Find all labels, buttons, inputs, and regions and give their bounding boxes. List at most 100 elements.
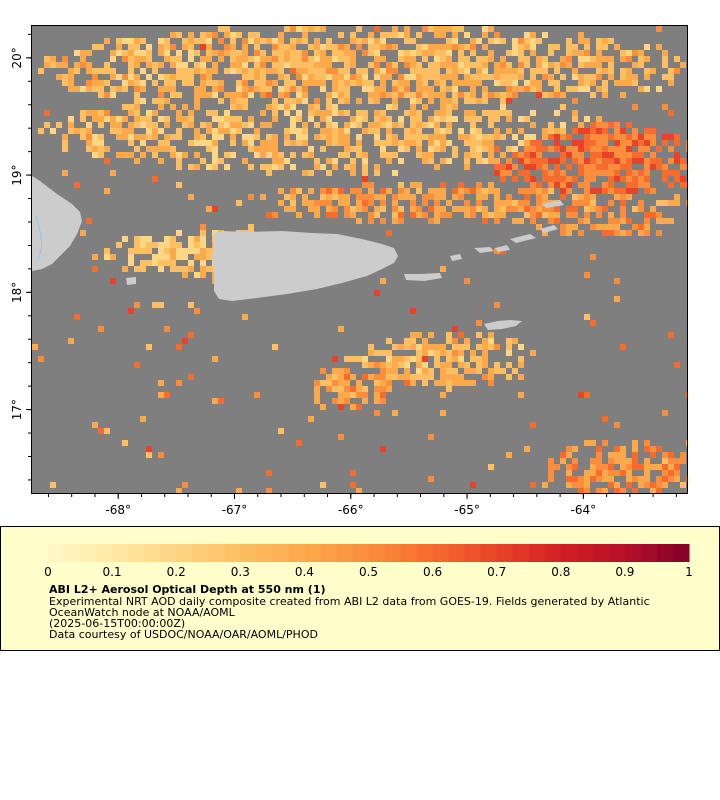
aod-pixel	[638, 50, 644, 56]
aod-pixel	[620, 470, 626, 476]
aod-pixel	[626, 218, 632, 224]
aod-pixel	[536, 164, 542, 170]
aod-pixel	[530, 152, 536, 158]
aod-pixel	[650, 206, 656, 212]
aod-pixel	[314, 398, 320, 404]
aod-pixel	[362, 68, 368, 74]
colorbar-cell	[64, 544, 81, 562]
aod-pixel	[272, 98, 278, 104]
aod-pixel	[98, 146, 104, 152]
aod-pixel	[92, 140, 98, 146]
aod-pixel	[596, 164, 602, 170]
aod-pixel	[470, 134, 476, 140]
aod-pixel	[572, 464, 578, 470]
aod-pixel	[218, 116, 224, 122]
aod-pixel	[80, 86, 86, 92]
aod-pixel	[602, 206, 608, 212]
aod-pixel	[506, 146, 512, 152]
aod-pixel	[416, 182, 422, 188]
aod-pixel	[386, 188, 392, 194]
aod-pixel	[596, 464, 602, 470]
aod-pixel	[146, 242, 152, 248]
aod-pixel	[620, 218, 626, 224]
aod-pixel	[614, 422, 620, 428]
aod-pixel	[290, 128, 296, 134]
aod-pixel	[374, 164, 380, 170]
aod-pixel	[674, 476, 680, 482]
aod-pixel	[470, 152, 476, 158]
aod-pixel	[608, 62, 614, 68]
aod-pixel	[128, 134, 134, 140]
aod-pixel	[584, 206, 590, 212]
aod-pixel	[188, 122, 194, 128]
aod-pixel	[398, 194, 404, 200]
aod-pixel	[182, 116, 188, 122]
aod-pixel	[356, 488, 362, 493]
aod-pixel	[260, 92, 266, 98]
aod-pixel	[530, 164, 536, 170]
aod-pixel	[62, 74, 68, 80]
aod-pixel	[338, 386, 344, 392]
aod-pixel	[410, 212, 416, 218]
aod-pixel	[374, 290, 380, 296]
aod-pixel	[482, 212, 488, 218]
aod-pixel	[146, 50, 152, 56]
aod-pixel	[158, 260, 164, 266]
aod-pixel	[146, 134, 152, 140]
aod-pixel	[266, 68, 272, 74]
aod-pixel	[302, 170, 308, 176]
aod-pixel	[542, 62, 548, 68]
aod-pixel	[272, 140, 278, 146]
aod-pixel	[404, 26, 410, 32]
aod-pixel	[338, 32, 344, 38]
aod-pixel	[110, 74, 116, 80]
aod-pixel	[356, 98, 362, 104]
aod-pixel	[272, 158, 278, 164]
aod-pixel	[476, 74, 482, 80]
aod-pixel	[548, 218, 554, 224]
aod-pixel	[464, 110, 470, 116]
colorbar-cell	[304, 544, 321, 562]
aod-pixel	[290, 188, 296, 194]
aod-pixel	[656, 482, 662, 488]
aod-pixel	[482, 146, 488, 152]
aod-pixel	[482, 56, 488, 62]
aod-pixel	[86, 62, 92, 68]
aod-pixel	[374, 350, 380, 356]
aod-pixel	[284, 128, 290, 134]
aod-pixel	[92, 422, 98, 428]
aod-pixel	[308, 188, 314, 194]
aod-pixel	[332, 140, 338, 146]
colorbar-cell	[544, 544, 562, 562]
aod-pixel	[200, 92, 206, 98]
aod-pixel	[434, 62, 440, 68]
aod-pixel	[494, 134, 500, 140]
aod-pixel	[146, 56, 152, 62]
aod-pixel	[344, 44, 350, 50]
aod-pixel	[542, 170, 548, 176]
aod-pixel	[560, 458, 566, 464]
aod-pixel	[584, 56, 590, 62]
aod-pixel	[458, 332, 464, 338]
aod-pixel	[482, 134, 488, 140]
aod-pixel	[62, 134, 68, 140]
aod-pixel	[488, 158, 494, 164]
aod-pixel	[554, 176, 560, 182]
aod-pixel	[632, 224, 638, 230]
aod-pixel	[176, 266, 182, 272]
aod-pixel	[488, 38, 494, 44]
anegada-island	[542, 200, 564, 208]
aod-pixel	[458, 362, 464, 368]
aod-pixel	[572, 74, 578, 80]
aod-pixel	[428, 350, 434, 356]
aod-pixel	[584, 80, 590, 86]
aod-pixel	[596, 158, 602, 164]
aod-pixel	[92, 254, 98, 260]
aod-pixel	[218, 38, 224, 44]
aod-pixel	[584, 74, 590, 80]
aod-pixel	[452, 356, 458, 362]
aod-pixel	[554, 464, 560, 470]
aod-pixel	[128, 110, 134, 116]
aod-pixel	[314, 26, 320, 32]
aod-pixel	[434, 110, 440, 116]
